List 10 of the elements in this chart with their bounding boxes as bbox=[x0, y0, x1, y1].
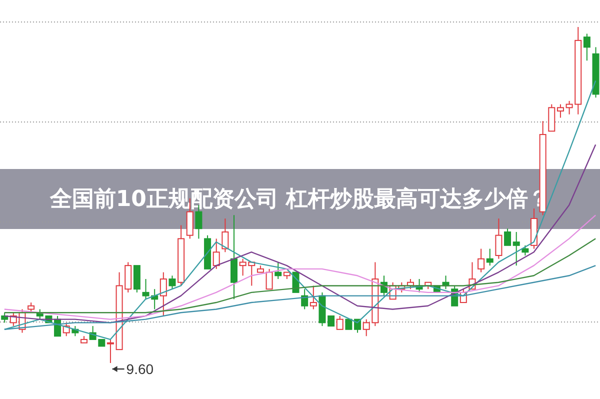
candlestick bbox=[478, 248, 485, 273]
candlestick bbox=[512, 231, 520, 266]
candlestick bbox=[486, 248, 494, 266]
candlestick bbox=[592, 46, 600, 98]
candlestick bbox=[274, 262, 282, 280]
candlestick bbox=[583, 33, 590, 62]
candlestick bbox=[495, 218, 502, 260]
candlestick bbox=[530, 208, 538, 250]
candlestick bbox=[230, 214, 238, 300]
annotation: 9.60 bbox=[126, 361, 154, 377]
